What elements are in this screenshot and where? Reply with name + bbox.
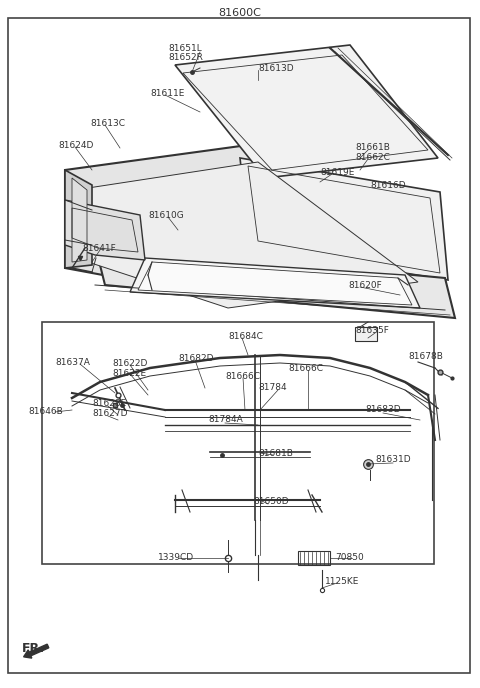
Text: 81627D: 81627D (92, 409, 128, 418)
Text: 1339CD: 1339CD (158, 552, 194, 561)
Text: 81637A: 81637A (55, 358, 90, 367)
Text: 81641F: 81641F (82, 244, 116, 252)
Polygon shape (95, 245, 455, 318)
Text: 81624D: 81624D (58, 140, 94, 149)
Text: 81682D: 81682D (178, 354, 214, 363)
Text: 81678B: 81678B (408, 352, 443, 361)
Text: 1125KE: 1125KE (325, 577, 360, 586)
Polygon shape (88, 162, 418, 308)
Text: 81619E: 81619E (320, 167, 354, 177)
Text: 81628E: 81628E (92, 400, 126, 409)
Polygon shape (175, 45, 438, 178)
Text: 81684C: 81684C (228, 332, 263, 341)
Text: 81600C: 81600C (218, 8, 262, 18)
Text: 81613D: 81613D (258, 63, 294, 72)
Text: 81620F: 81620F (348, 281, 382, 290)
Text: 70850: 70850 (335, 552, 364, 561)
Polygon shape (138, 262, 412, 305)
Polygon shape (65, 170, 92, 268)
Text: 81610G: 81610G (148, 211, 184, 219)
Bar (355, 327, 377, 341)
Text: 81650D: 81650D (253, 497, 288, 506)
Polygon shape (72, 178, 87, 262)
Text: 81666C: 81666C (225, 372, 260, 380)
Polygon shape (65, 142, 445, 300)
Text: 81622E: 81622E (112, 369, 146, 378)
Text: 81784: 81784 (258, 383, 287, 392)
Polygon shape (240, 158, 448, 280)
Text: 81652R: 81652R (168, 52, 203, 61)
Polygon shape (65, 200, 145, 260)
FancyArrow shape (24, 644, 49, 658)
Text: 81784A: 81784A (208, 416, 243, 424)
Text: 81635F: 81635F (355, 325, 389, 334)
Text: 81631D: 81631D (375, 455, 410, 464)
Text: 81683D: 81683D (365, 405, 401, 414)
Text: 81662C: 81662C (355, 153, 390, 162)
Text: 81681B: 81681B (258, 449, 293, 458)
Text: 81622D: 81622D (112, 358, 147, 367)
Text: 81616D: 81616D (370, 180, 406, 189)
Bar (298, 551, 330, 565)
Text: 81646B: 81646B (28, 407, 63, 416)
Text: 81661B: 81661B (355, 142, 390, 151)
Text: 81613C: 81613C (90, 118, 125, 127)
Polygon shape (130, 258, 420, 308)
Text: 81651L: 81651L (168, 43, 202, 52)
Bar (42, 322, 434, 564)
Text: 81666C: 81666C (288, 363, 323, 372)
Text: 81611E: 81611E (150, 89, 184, 98)
Text: FR.: FR. (22, 641, 45, 654)
